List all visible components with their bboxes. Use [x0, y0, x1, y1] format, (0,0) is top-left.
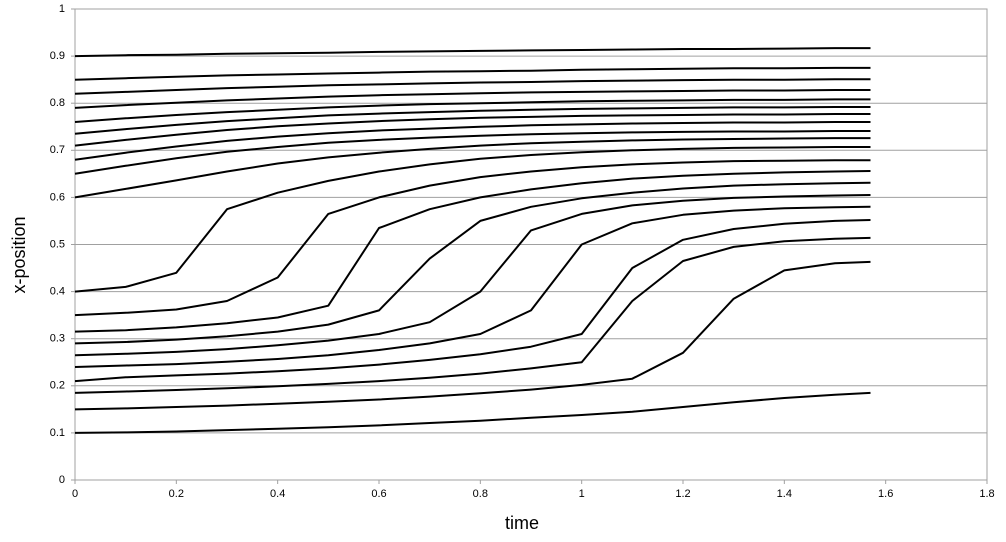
trajectory-line	[74, 260, 871, 411]
trajectory-line	[74, 159, 871, 317]
trajectory-line	[74, 146, 871, 293]
trajectory-line	[74, 181, 871, 345]
trajectory-line	[74, 98, 871, 123]
trajectory-line	[74, 106, 871, 135]
trajectory-line	[74, 89, 871, 109]
x-tick-label: 0.4	[270, 488, 285, 500]
x-tick-label: 0.6	[371, 488, 386, 500]
trajectory-line	[74, 78, 871, 95]
y-tick-label: 0.5	[50, 238, 65, 250]
trajectory-line	[74, 170, 871, 333]
y-tick-label: 0.9	[50, 50, 65, 62]
trajectory-line	[74, 66, 871, 81]
trajectory-line	[74, 194, 871, 357]
trajectory-line	[74, 137, 871, 199]
x-tick-label: 1.4	[777, 488, 792, 500]
y-tick-label: 0.1	[50, 427, 65, 439]
y-tick-label: 0.2	[50, 380, 65, 392]
y-tick-label: 0	[59, 474, 65, 486]
x-tick-label: 1.2	[675, 488, 690, 500]
x-axis-title: time	[505, 513, 539, 533]
trajectory-line	[74, 130, 871, 175]
trajectory-line	[74, 47, 871, 58]
trajectory-line	[74, 121, 871, 161]
trajectory-line	[74, 205, 871, 368]
trajectory-line	[74, 391, 871, 434]
y-tick-label: 0.7	[50, 144, 65, 156]
x-tick-label: 0	[72, 488, 78, 500]
y-tick-label: 0.6	[50, 191, 65, 203]
y-axis-title: x-position	[9, 216, 29, 293]
trajectory-line	[74, 113, 871, 147]
x-tick-label: 0.2	[169, 488, 184, 500]
y-tick-label: 0.4	[50, 286, 65, 298]
trajectory-line	[74, 219, 871, 383]
x-tick-label: 1	[579, 488, 585, 500]
trajectory-line	[74, 236, 871, 394]
x-tick-label: 1.6	[878, 488, 893, 500]
y-tick-label: 1	[59, 3, 65, 15]
x-tick-label: 1.8	[979, 488, 994, 500]
y-tick-label: 0.8	[50, 97, 65, 109]
x-tick-label: 0.8	[473, 488, 488, 500]
y-tick-label: 0.3	[50, 333, 65, 345]
